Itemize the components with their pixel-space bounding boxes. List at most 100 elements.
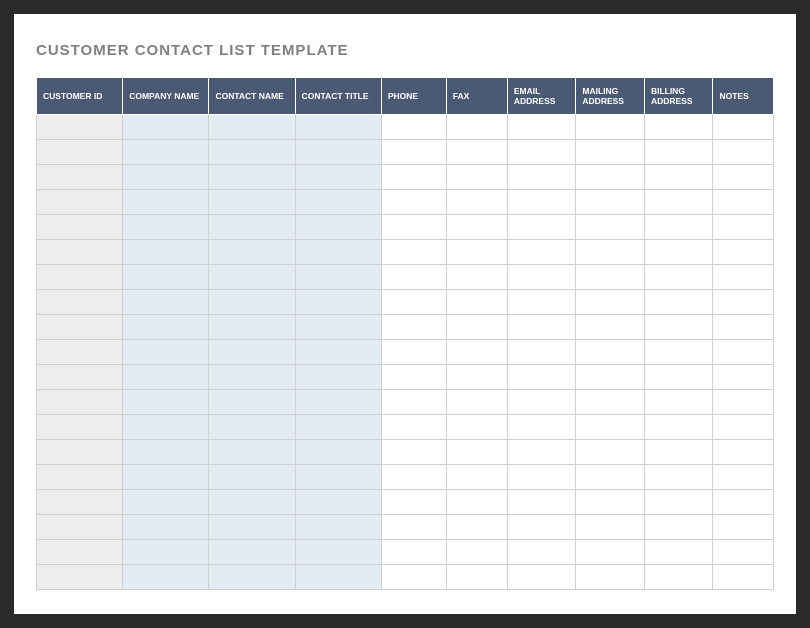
table-cell[interactable] <box>209 165 295 190</box>
table-cell[interactable] <box>507 240 576 265</box>
table-cell[interactable] <box>446 390 507 415</box>
table-cell[interactable] <box>713 465 774 490</box>
table-cell[interactable] <box>644 165 713 190</box>
table-cell[interactable] <box>713 315 774 340</box>
table-cell[interactable] <box>209 315 295 340</box>
table-cell[interactable] <box>576 415 645 440</box>
table-cell[interactable] <box>576 515 645 540</box>
table-cell[interactable] <box>37 540 123 565</box>
table-cell[interactable] <box>381 140 446 165</box>
table-cell[interactable] <box>576 540 645 565</box>
table-cell[interactable] <box>123 290 209 315</box>
table-cell[interactable] <box>37 265 123 290</box>
table-cell[interactable] <box>295 540 381 565</box>
table-cell[interactable] <box>507 140 576 165</box>
table-cell[interactable] <box>446 265 507 290</box>
table-cell[interactable] <box>295 390 381 415</box>
table-cell[interactable] <box>713 165 774 190</box>
table-cell[interactable] <box>123 315 209 340</box>
table-cell[interactable] <box>507 565 576 590</box>
table-cell[interactable] <box>295 515 381 540</box>
table-cell[interactable] <box>713 565 774 590</box>
table-cell[interactable] <box>576 140 645 165</box>
table-cell[interactable] <box>713 515 774 540</box>
table-cell[interactable] <box>123 415 209 440</box>
table-cell[interactable] <box>713 365 774 390</box>
table-cell[interactable] <box>713 290 774 315</box>
table-cell[interactable] <box>576 390 645 415</box>
table-cell[interactable] <box>209 115 295 140</box>
table-cell[interactable] <box>576 165 645 190</box>
table-cell[interactable] <box>209 490 295 515</box>
table-cell[interactable] <box>576 190 645 215</box>
table-cell[interactable] <box>37 415 123 440</box>
table-cell[interactable] <box>446 440 507 465</box>
table-cell[interactable] <box>446 190 507 215</box>
table-cell[interactable] <box>209 240 295 265</box>
table-cell[interactable] <box>123 365 209 390</box>
table-cell[interactable] <box>123 465 209 490</box>
table-cell[interactable] <box>507 290 576 315</box>
table-cell[interactable] <box>644 340 713 365</box>
table-cell[interactable] <box>507 390 576 415</box>
table-cell[interactable] <box>507 365 576 390</box>
table-cell[interactable] <box>644 365 713 390</box>
table-cell[interactable] <box>446 315 507 340</box>
table-cell[interactable] <box>37 440 123 465</box>
table-cell[interactable] <box>644 140 713 165</box>
table-cell[interactable] <box>209 265 295 290</box>
table-cell[interactable] <box>381 190 446 215</box>
table-cell[interactable] <box>209 365 295 390</box>
table-cell[interactable] <box>644 415 713 440</box>
table-cell[interactable] <box>123 565 209 590</box>
table-cell[interactable] <box>644 440 713 465</box>
table-cell[interactable] <box>37 315 123 340</box>
table-cell[interactable] <box>209 290 295 315</box>
table-cell[interactable] <box>209 440 295 465</box>
table-cell[interactable] <box>713 415 774 440</box>
table-cell[interactable] <box>37 190 123 215</box>
table-cell[interactable] <box>295 565 381 590</box>
table-cell[interactable] <box>576 265 645 290</box>
table-cell[interactable] <box>123 490 209 515</box>
table-cell[interactable] <box>295 115 381 140</box>
table-cell[interactable] <box>713 440 774 465</box>
table-cell[interactable] <box>644 515 713 540</box>
table-cell[interactable] <box>295 415 381 440</box>
table-cell[interactable] <box>123 240 209 265</box>
table-cell[interactable] <box>209 415 295 440</box>
table-cell[interactable] <box>295 290 381 315</box>
table-cell[interactable] <box>381 240 446 265</box>
table-cell[interactable] <box>576 290 645 315</box>
table-cell[interactable] <box>209 340 295 365</box>
table-cell[interactable] <box>507 515 576 540</box>
table-cell[interactable] <box>507 540 576 565</box>
table-cell[interactable] <box>644 390 713 415</box>
table-cell[interactable] <box>576 115 645 140</box>
table-cell[interactable] <box>123 390 209 415</box>
table-cell[interactable] <box>381 565 446 590</box>
table-cell[interactable] <box>37 140 123 165</box>
table-cell[interactable] <box>644 465 713 490</box>
table-cell[interactable] <box>381 515 446 540</box>
table-cell[interactable] <box>446 115 507 140</box>
table-cell[interactable] <box>446 515 507 540</box>
table-cell[interactable] <box>446 465 507 490</box>
table-cell[interactable] <box>123 165 209 190</box>
table-cell[interactable] <box>209 390 295 415</box>
table-cell[interactable] <box>507 490 576 515</box>
table-cell[interactable] <box>507 190 576 215</box>
table-cell[interactable] <box>446 240 507 265</box>
table-cell[interactable] <box>713 240 774 265</box>
table-cell[interactable] <box>37 515 123 540</box>
table-cell[interactable] <box>576 465 645 490</box>
table-cell[interactable] <box>123 515 209 540</box>
table-cell[interactable] <box>446 215 507 240</box>
table-cell[interactable] <box>295 365 381 390</box>
table-cell[interactable] <box>381 540 446 565</box>
table-cell[interactable] <box>381 390 446 415</box>
table-cell[interactable] <box>123 115 209 140</box>
table-cell[interactable] <box>507 465 576 490</box>
table-cell[interactable] <box>123 215 209 240</box>
table-cell[interactable] <box>644 240 713 265</box>
